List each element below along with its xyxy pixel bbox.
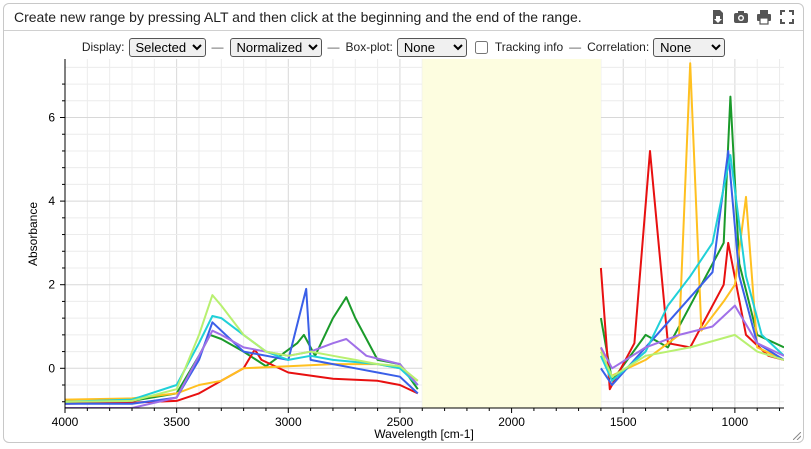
tracking-label: Tracking info [494, 40, 564, 54]
controls-bar: Display: Selected — Normalized — Box-plo… [4, 37, 803, 57]
display-select[interactable]: Selected [128, 37, 206, 57]
display-label: Display: [81, 40, 125, 54]
x-axis-label: Wavelength [cm-1] [374, 427, 474, 441]
spectrum-line [65, 348, 419, 405]
boxplot-label: Box-plot: [345, 40, 393, 54]
export-icon[interactable] [710, 9, 726, 25]
separator: — [569, 40, 582, 54]
x-tick-label: 1500 [610, 415, 637, 429]
correlation-select[interactable]: None [653, 37, 726, 57]
x-tick-label: 3500 [163, 415, 190, 429]
tracking-checkbox[interactable] [474, 40, 488, 54]
fullscreen-icon[interactable] [779, 9, 795, 25]
correlation-label: Correlation: [587, 40, 650, 54]
instruction-text: Create new range by pressing ALT and the… [14, 9, 582, 25]
spectrum-line [599, 333, 784, 378]
x-tick-label: 3000 [275, 415, 302, 429]
x-tick-label: 1000 [722, 415, 749, 429]
spectrum-line [599, 62, 784, 378]
y-tick-label: 2 [48, 278, 55, 292]
panel-header: Create new range by pressing ALT and the… [4, 4, 803, 31]
spectrum-line [65, 315, 419, 403]
spectrum-line [599, 150, 784, 391]
print-icon[interactable] [756, 9, 772, 25]
separator: — [327, 40, 340, 54]
resize-handle-icon[interactable] [793, 432, 801, 440]
separator: — [211, 40, 224, 54]
excluded-range-band [422, 59, 601, 408]
y-axis-label: Absorbance [26, 202, 40, 266]
y-tick-label: 6 [48, 111, 55, 125]
x-tick-label: 2500 [387, 415, 414, 429]
normalize-select[interactable]: Normalized [229, 37, 322, 57]
x-tick-label: 2000 [498, 415, 525, 429]
spectrum-line [600, 304, 784, 370]
boxplot-select[interactable]: None [396, 37, 467, 57]
spectrum-line [600, 150, 784, 386]
toolbar [710, 9, 795, 25]
camera-icon[interactable] [733, 9, 749, 25]
spectrum-line [65, 294, 419, 403]
x-tick-label: 4000 [52, 415, 79, 429]
y-tick-label: 0 [48, 361, 55, 375]
y-tick-label: 4 [48, 194, 55, 208]
